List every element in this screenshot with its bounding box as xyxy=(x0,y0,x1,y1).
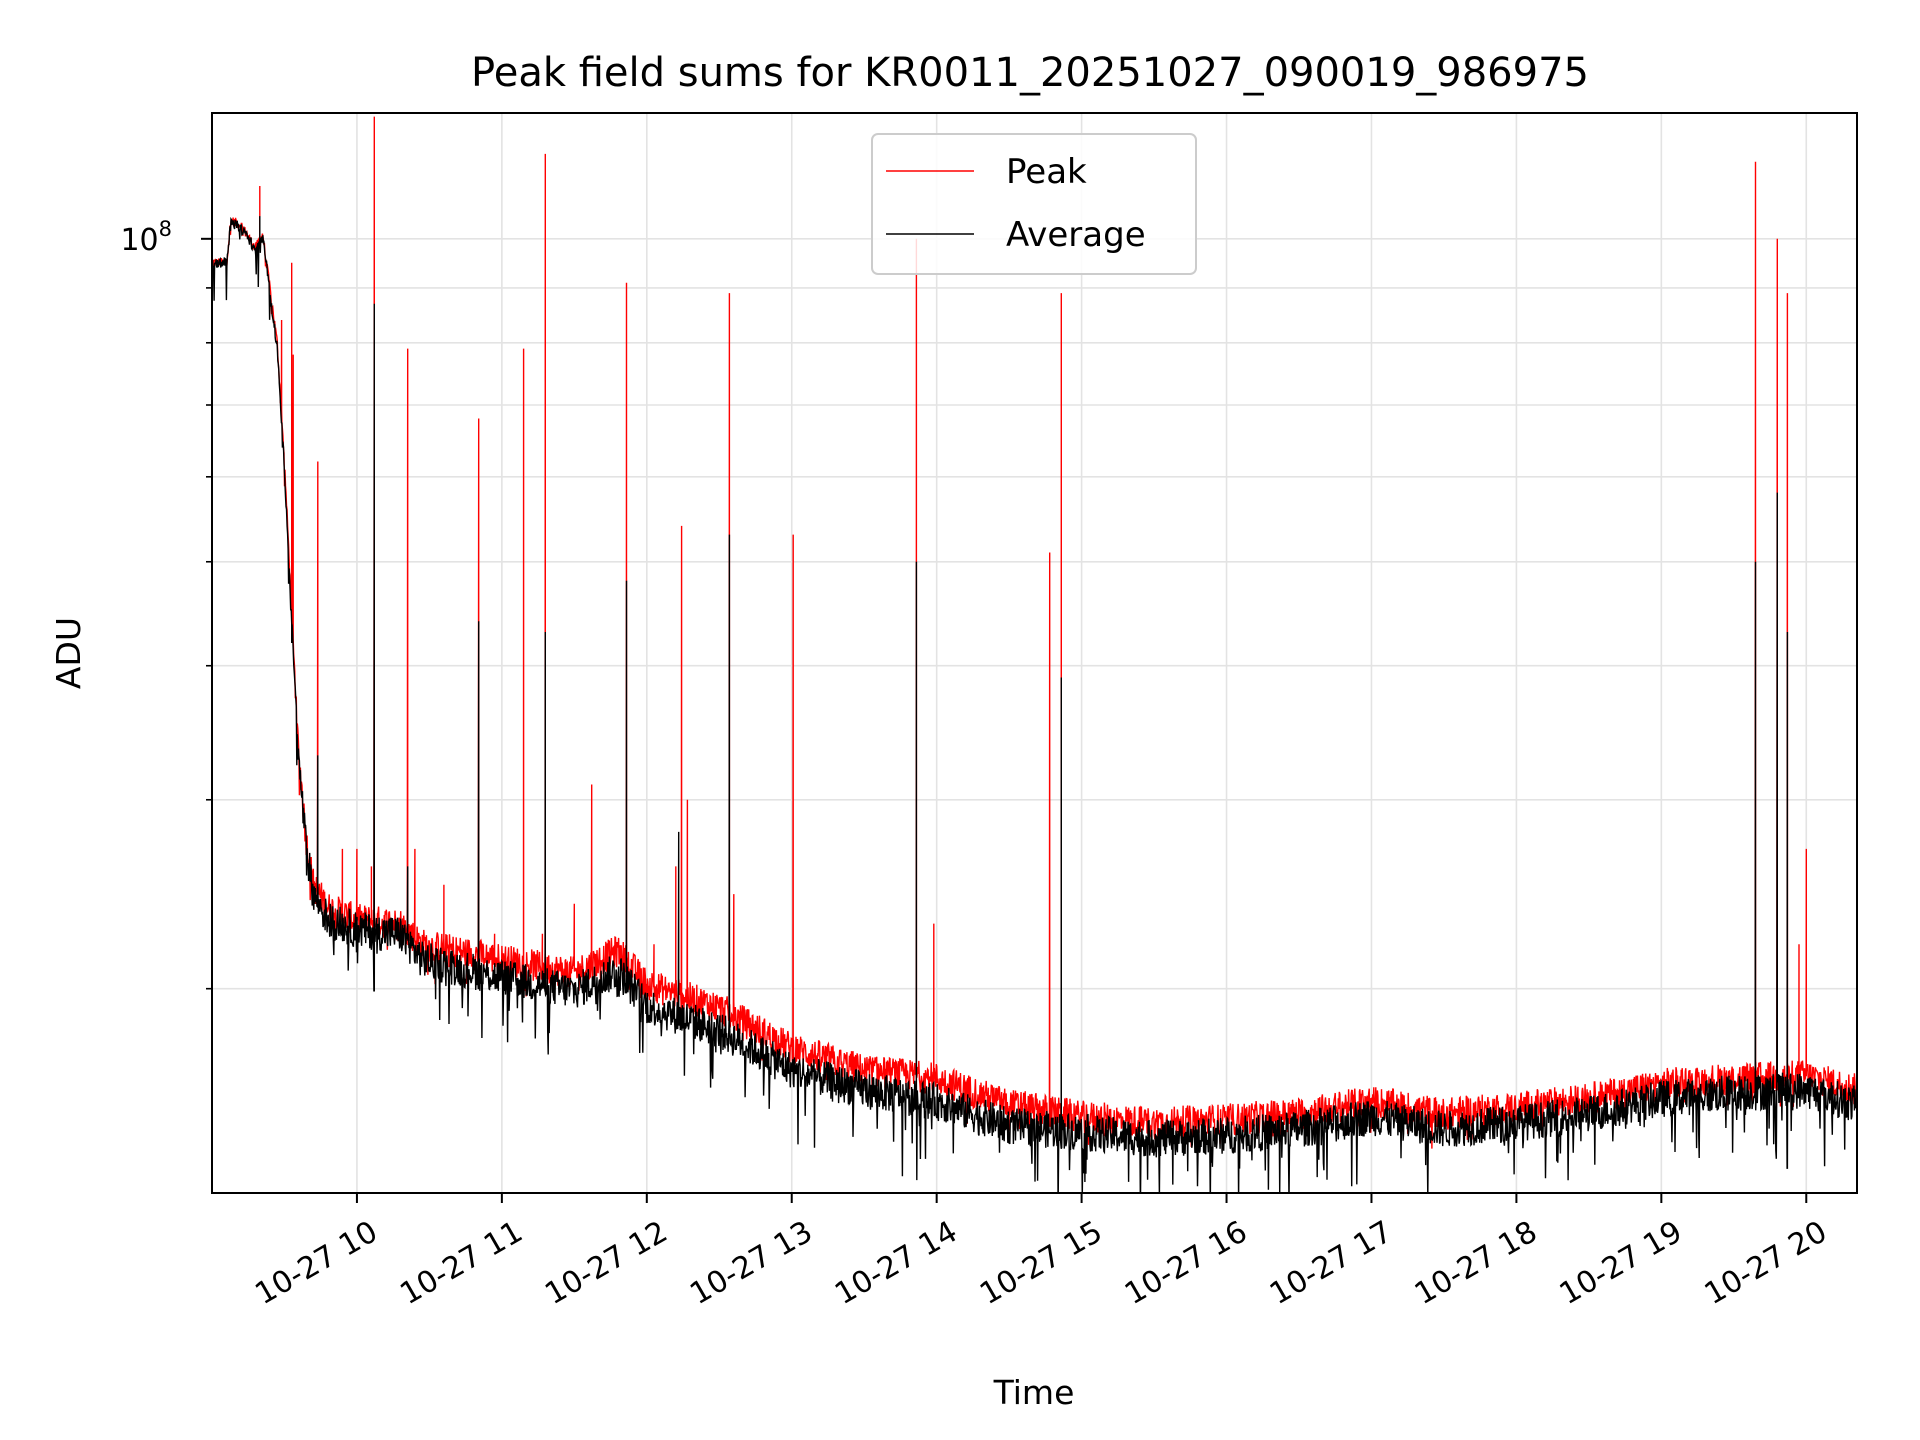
legend-label-average: Average xyxy=(1006,215,1146,255)
y-tick-exponent: 8 xyxy=(159,217,172,241)
y-tick-label-1e8: 108 xyxy=(120,217,172,258)
legend-box xyxy=(871,133,1197,275)
chart-title: Peak field sums for KR0011_20251027_0900… xyxy=(471,50,1589,96)
legend: Peak Average xyxy=(871,133,1197,275)
y-tick-base: 10 xyxy=(120,223,158,258)
plot-area xyxy=(212,116,1857,1193)
y-axis-ticks xyxy=(201,237,212,990)
x-axis-label: Time xyxy=(993,1373,1075,1412)
series-line-average xyxy=(212,216,1857,1193)
y-axis-label: ADU xyxy=(49,617,88,689)
plot-frame xyxy=(211,112,1858,1194)
legend-label-peak: Peak xyxy=(1006,152,1087,192)
